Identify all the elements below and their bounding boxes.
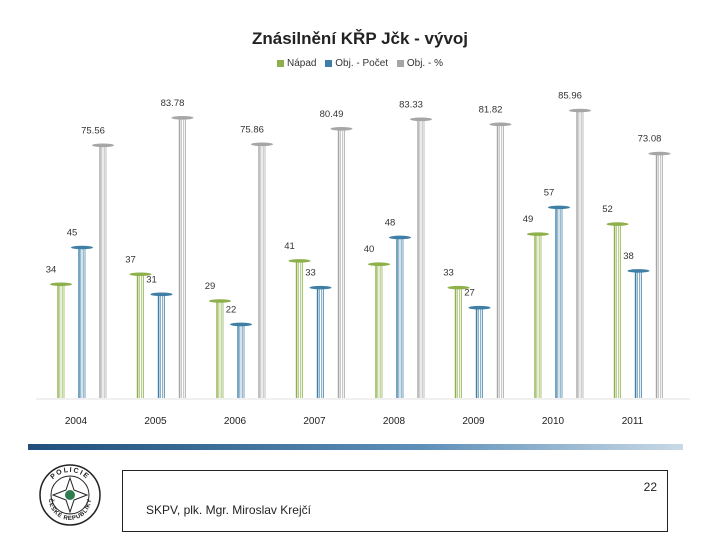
value-label-0-2004: 34 [46,264,57,275]
page-number: 22 [643,480,657,494]
police-badge-icon: POLICIE ČESKÉ REPUBLIKY [39,464,101,526]
bar-cap-0-2011 [606,222,629,226]
bar-cap-2-2011 [648,151,671,156]
footer-author: SKPV, plk. Mgr. Miroslav Krejčí [146,503,311,517]
legend-item-obj-procent: Obj. - % [396,58,443,69]
bar-cap-0-2009 [447,285,470,290]
value-label-1-2006: 22 [226,304,237,315]
x-tick-label-2004: 2004 [65,416,88,427]
legend-swatch-obj-procent [396,60,404,67]
bar-chart: 34 45 75.56 2004 37 31 83.78 2005 29 22 75.86 2006 4… [36,91,690,427]
x-tick-label-2005: 2005 [144,416,167,427]
value-label-0-2010: 49 [523,214,534,225]
value-label-1-2009: 27 [464,288,475,299]
value-label-2-2006: 75.86 [240,124,264,135]
value-label-0-2009: 33 [443,268,454,279]
footer-box: 22 SKPV, plk. Mgr. Miroslav Krejčí [122,470,668,532]
value-label-2-2004: 75.56 [81,125,105,136]
value-label-2-2010: 85.96 [558,91,582,102]
bar-cap-2-2004 [92,143,114,148]
legend-label-obj-procent: Obj. - % [406,58,443,69]
bar-cap-1-2006 [230,322,252,327]
bar-cap-0-2010 [527,232,549,236]
bar-cap-2-2010 [569,108,591,113]
value-label-2-2005: 83.78 [161,98,185,109]
x-tick-label-2006: 2006 [224,416,247,427]
x-tick-label-2008: 2008 [383,416,406,427]
bar-cap-2-2008 [410,117,432,122]
legend-item-napad: Nápad [277,58,316,69]
bar-cap-2-2007 [330,127,353,131]
value-label-0-2006: 29 [205,281,216,292]
value-label-0-2011: 52 [602,204,613,215]
bar-cap-2-2006 [251,142,273,147]
decorative-divider [28,444,683,450]
bar-cap-1-2004 [71,245,93,250]
value-label-1-2011: 38 [623,251,634,262]
bar-cap-1-2008 [389,235,411,240]
value-label-1-2005: 31 [146,274,157,285]
value-label-2-2011: 73.08 [638,134,662,145]
value-label-2-2009: 81.82 [479,104,503,115]
x-tick-label-2011: 2011 [622,416,644,427]
legend-item-obj-pocet: Obj. - Počet [325,58,388,69]
bar-cap-2-2009 [489,122,512,127]
value-label-1-2004: 45 [67,228,78,239]
bar-cap-0-2004 [50,282,72,287]
legend-swatch-napad [277,60,285,67]
chart-legend: Nápad Obj. - Počet Obj. - % [0,58,720,70]
legend-swatch-obj-pocet [325,60,333,67]
bar-cap-0-2007 [288,259,311,263]
bar-cap-0-2006 [209,299,231,303]
bar-cap-1-2009 [468,305,491,310]
legend-label-napad: Nápad [287,58,317,69]
x-tick-label-2007: 2007 [303,416,326,427]
bar-cap-1-2007 [309,285,332,290]
bar-cap-0-2008 [368,262,390,267]
bar-cap-1-2005 [150,292,173,297]
value-label-0-2007: 41 [284,241,295,252]
value-label-1-2008: 48 [385,217,396,228]
x-tick-label-2010: 2010 [542,416,565,427]
bar-cap-2-2005 [171,116,194,120]
bar-cap-0-2005 [129,272,152,277]
chart-title: Znásilnění KŘP Jčk - vývoj [251,29,469,48]
bar-cap-1-2010 [548,205,570,210]
value-label-2-2008: 83.33 [399,99,423,110]
value-label-1-2007: 33 [305,268,316,279]
legend-label-obj-pocet: Obj. - Počet [335,58,389,69]
value-label-0-2008: 40 [364,244,375,255]
value-label-1-2010: 57 [544,187,555,198]
bar-cap-1-2011 [627,269,650,273]
value-label-2-2007: 80.49 [320,109,344,120]
x-tick-label-2009: 2009 [462,416,485,427]
value-label-0-2005: 37 [125,254,136,265]
